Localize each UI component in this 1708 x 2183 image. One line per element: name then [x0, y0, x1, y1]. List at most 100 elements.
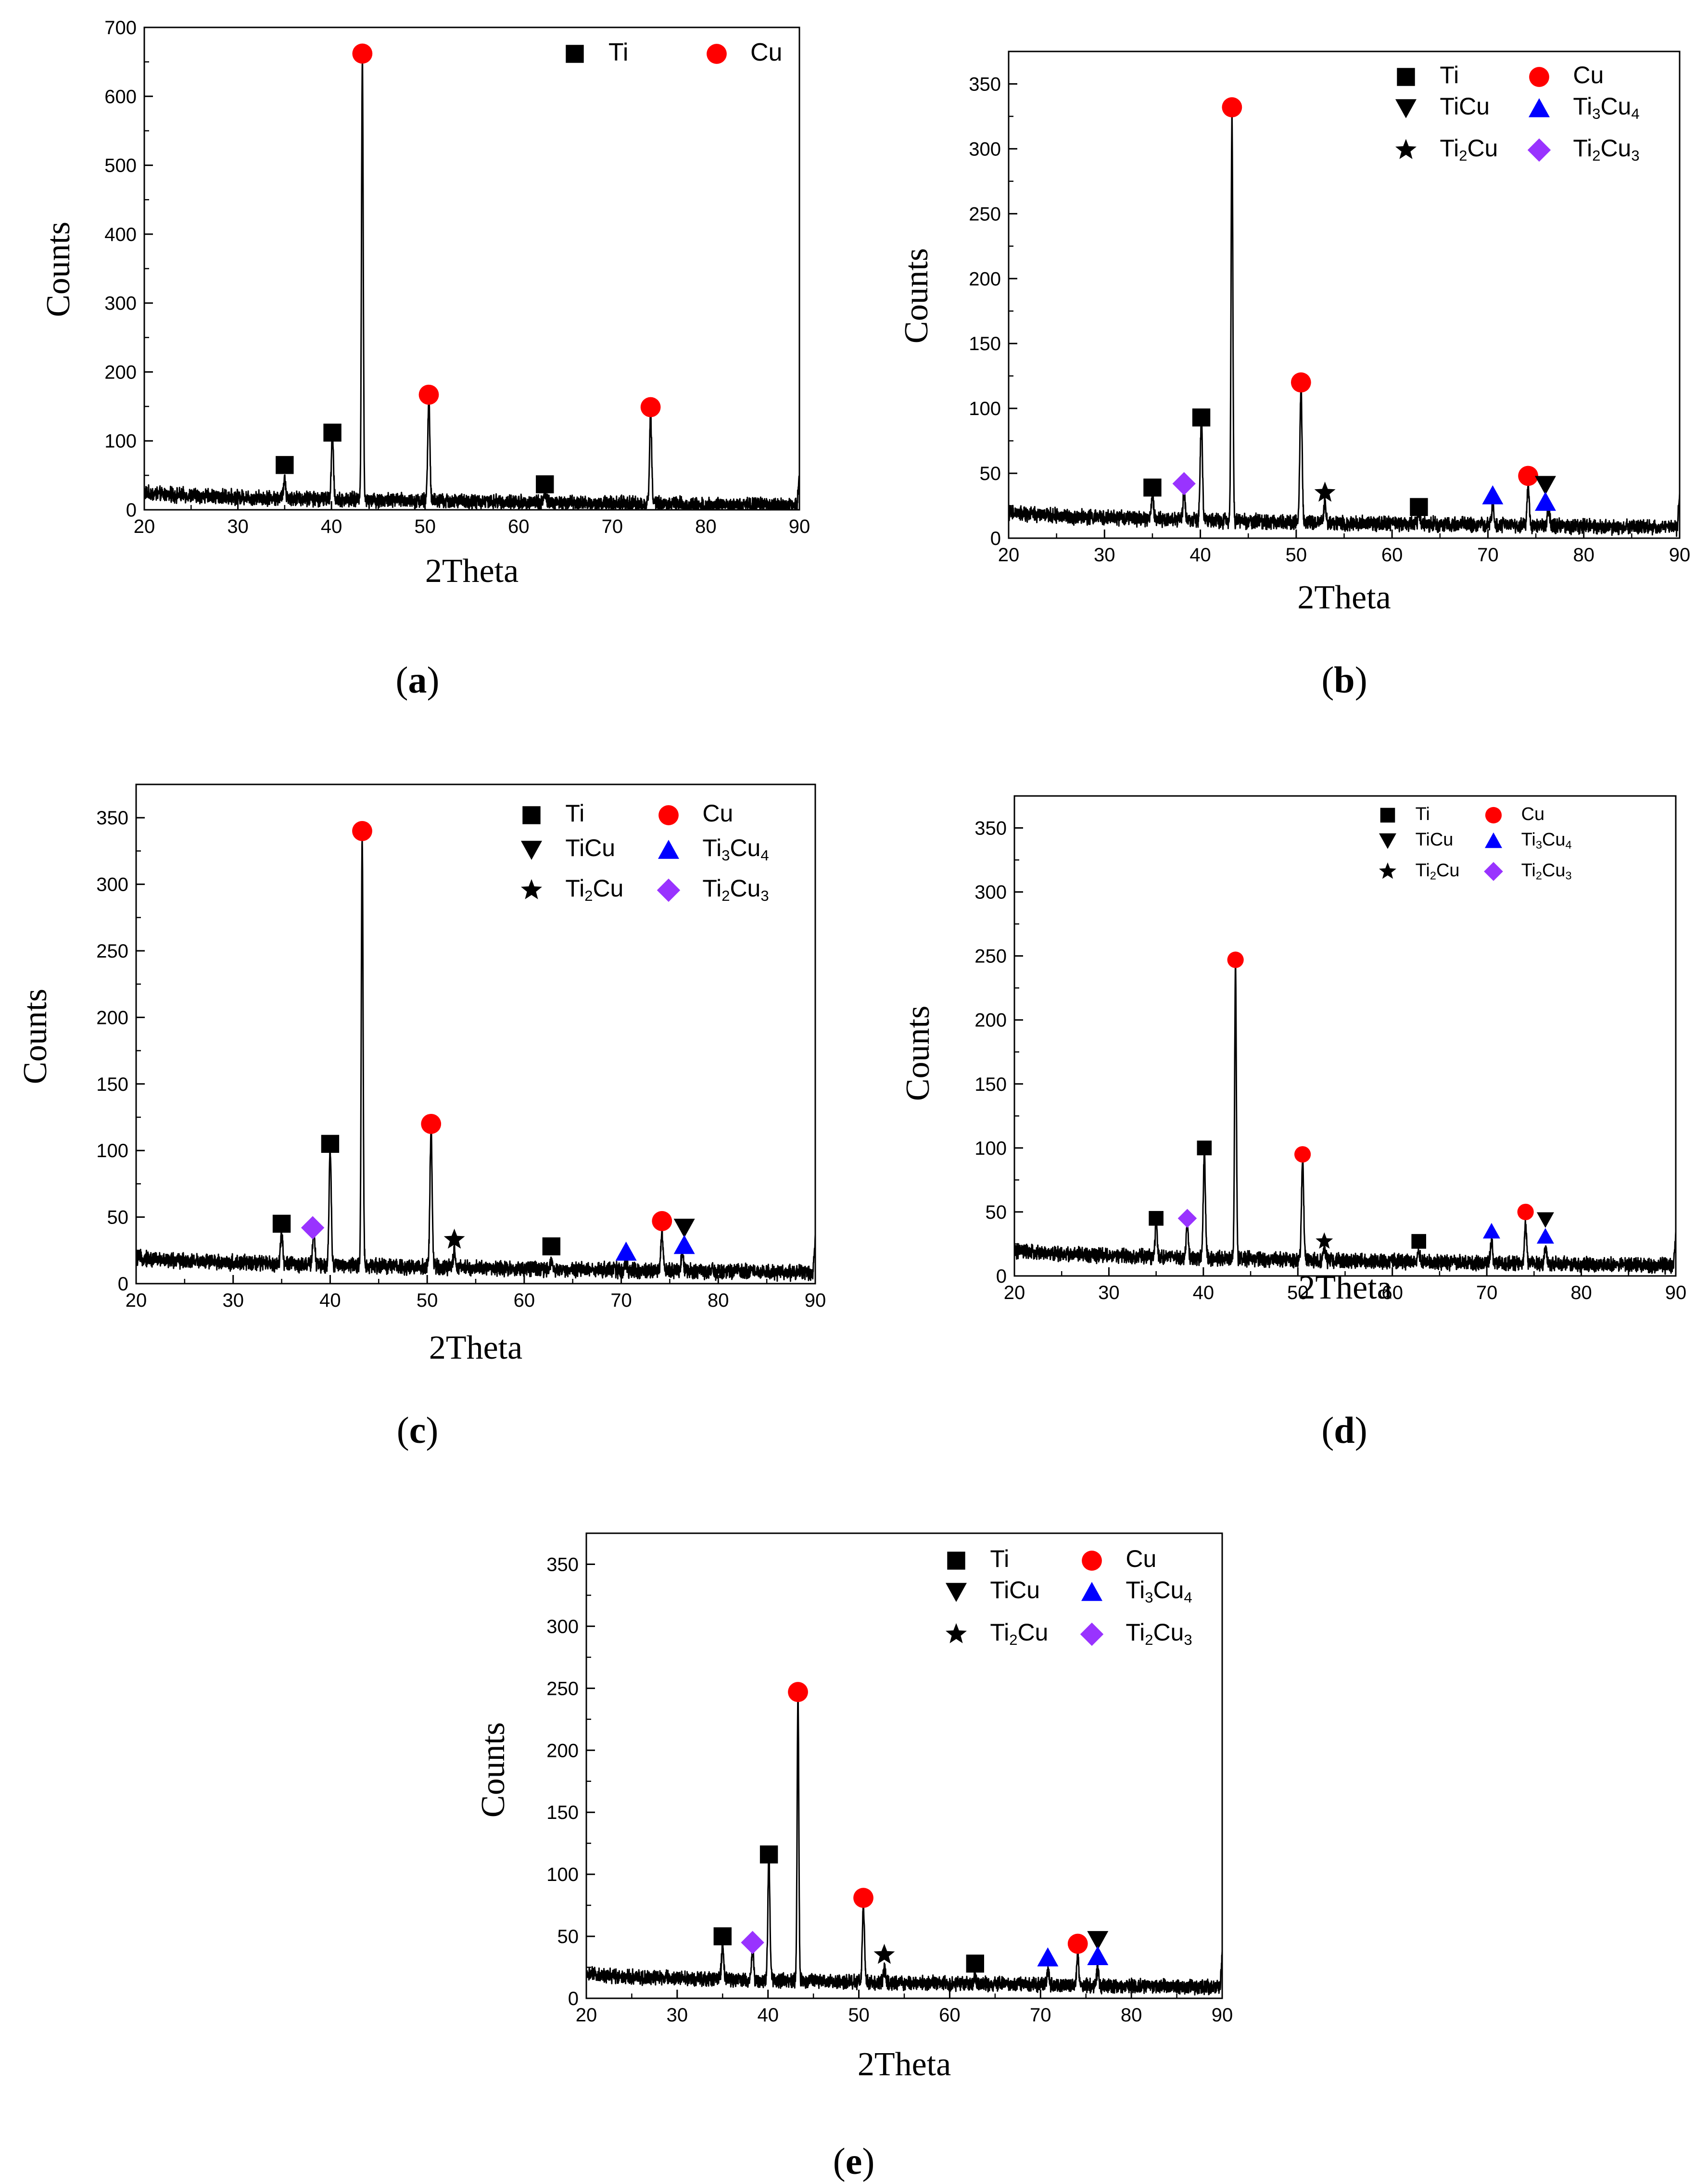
phase-marker-Ti [1410, 498, 1428, 516]
phase-marker-Ti [966, 1955, 985, 1973]
x-tick-label: 20 [126, 1290, 147, 1311]
legend-label-Ti2Cu: Ti2Cu [565, 875, 623, 904]
phase-marker-Ti3Cu4 [1536, 1228, 1554, 1244]
phase-marker-Cu [1518, 466, 1539, 486]
y-tick-label: 200 [974, 1010, 1007, 1031]
phase-marker-Ti [321, 1135, 340, 1153]
y-tick-label: 500 [104, 155, 137, 177]
x-tick-label: 60 [939, 2005, 961, 2026]
x-tick-label: 40 [1189, 544, 1211, 566]
y-tick-label: 350 [546, 1554, 579, 1575]
y-tick-label: 0 [118, 1274, 128, 1295]
x-tick-label: 90 [789, 516, 810, 537]
legend-marker-Ti [566, 45, 584, 63]
x-tick-label: 30 [667, 2005, 688, 2026]
xrd-series-line [1008, 108, 1681, 537]
legend-label-Ti: Ti [608, 38, 628, 66]
phase-marker-Cu [421, 1113, 442, 1134]
panel-label: (b) [1321, 659, 1367, 701]
x-tick-label: 90 [1665, 1282, 1687, 1303]
legend-marker-Ti3Cu4 [1081, 1582, 1102, 1601]
x-tick-label: 50 [1286, 544, 1307, 566]
x-tick-label: 40 [321, 516, 342, 537]
chart-panel-a: 20 30 40 50 60 70 80 90 0 100 200 300 400 500 600 700 2T… [40, 17, 810, 701]
legend-label-Cu: Cu [1573, 62, 1604, 88]
x-tick-label: 40 [757, 2005, 779, 2026]
panel-letter: b [1334, 659, 1354, 701]
legend-label-Ti2Cu3: Ti2Cu3 [1573, 135, 1639, 164]
phase-marker-Ti2Cu3 [301, 1216, 325, 1239]
y-tick-label: 300 [974, 882, 1007, 903]
y-tick-label: 50 [986, 1202, 1007, 1223]
x-tick-label: 50 [1287, 1282, 1309, 1303]
x-tick-label: 20 [576, 2005, 597, 2026]
y-tick-label: 200 [969, 268, 1001, 290]
legend-label-TiCu: TiCu [1416, 830, 1454, 850]
legend-label-TiCu: TiCu [565, 834, 615, 861]
y-tick-label: 400 [104, 224, 137, 245]
x-tick-label: 30 [1098, 1282, 1120, 1303]
y-tick-label: 150 [96, 1074, 128, 1095]
legend: Ti Cu [566, 38, 782, 66]
phase-marker-Ti2Cu3 [1172, 472, 1196, 495]
x-tick-label: 40 [319, 1290, 341, 1311]
panel-letter: e [846, 2140, 862, 2182]
y-tick-label: 200 [546, 1740, 579, 1761]
y-tick-label: 100 [974, 1138, 1007, 1159]
phase-marker-Ti2Cu3 [741, 1931, 764, 1955]
legend-marker-Ti2Cu3 [1527, 138, 1551, 162]
phase-marker-Cu [1227, 951, 1244, 968]
y-tick-label: 600 [104, 86, 137, 107]
y-tick-label: 150 [969, 333, 1001, 354]
legend-label-Ti2Cu3: Ti2Cu3 [1521, 860, 1572, 882]
legend-marker-Ti2Cu3 [1484, 862, 1503, 881]
y-tick-label: 350 [96, 808, 128, 829]
y-axis-title: Counts [17, 989, 54, 1084]
phase-marker-Cu [640, 397, 661, 417]
phase-marker-TiCu [673, 1219, 695, 1238]
phase-marker-Ti [323, 423, 342, 442]
phase-marker-Ti3Cu4 [1535, 492, 1556, 511]
panel-label: (c) [397, 1409, 439, 1451]
legend-label-Ti2Cu3: Ti2Cu3 [1126, 1619, 1192, 1648]
x-axis-title: 2Theta [1297, 579, 1391, 616]
x-tick-label: 60 [514, 1290, 535, 1311]
x-tick-label: 70 [1030, 2005, 1051, 2026]
x-tick-label: 20 [1004, 1282, 1025, 1303]
phase-marker-Ti3Cu4 [1482, 485, 1504, 505]
y-tick-label: 200 [104, 362, 137, 383]
phase-marker-Ti [1197, 1140, 1212, 1156]
legend-marker-Ti [947, 1552, 965, 1570]
x-tick-label: 70 [1477, 544, 1499, 566]
panel-label: (d) [1321, 1409, 1367, 1451]
phase-marker-TiCu [1536, 1212, 1554, 1228]
y-tick-label: 250 [546, 1678, 579, 1699]
x-tick-label: 50 [848, 2005, 870, 2026]
y-tick-label: 150 [974, 1074, 1007, 1095]
y-tick-label: 250 [96, 941, 128, 962]
panel-letter: a [408, 659, 427, 701]
legend-marker-Ti2Cu [1379, 862, 1396, 879]
legend-label-Ti3Cu4: Ti3Cu4 [1521, 830, 1572, 851]
phase-marker-Ti3Cu4 [1037, 1947, 1059, 1967]
y-tick-label: 100 [104, 431, 137, 452]
x-tick-label: 40 [1193, 1282, 1215, 1303]
x-axis-title: 2Theta [1298, 1269, 1392, 1306]
legend-marker-Ti [1380, 808, 1395, 823]
panel-label: (e) [833, 2140, 875, 2182]
y-tick-label: 50 [557, 1926, 579, 1947]
x-tick-label: 60 [508, 516, 530, 537]
legend-marker-TiCu [521, 841, 542, 860]
phase-marker-Ti2Cu [1314, 481, 1336, 502]
legend-marker-Cu [1082, 1551, 1102, 1571]
y-axis-title: Counts [899, 1006, 936, 1101]
x-tick-label: 80 [1570, 1282, 1592, 1303]
y-axis-title: Counts [475, 1722, 512, 1817]
legend-marker-Ti2Cu [521, 879, 542, 899]
legend-marker-TiCu [1379, 833, 1396, 849]
y-tick-label: 0 [996, 1266, 1007, 1287]
x-tick-label: 50 [417, 1290, 438, 1311]
